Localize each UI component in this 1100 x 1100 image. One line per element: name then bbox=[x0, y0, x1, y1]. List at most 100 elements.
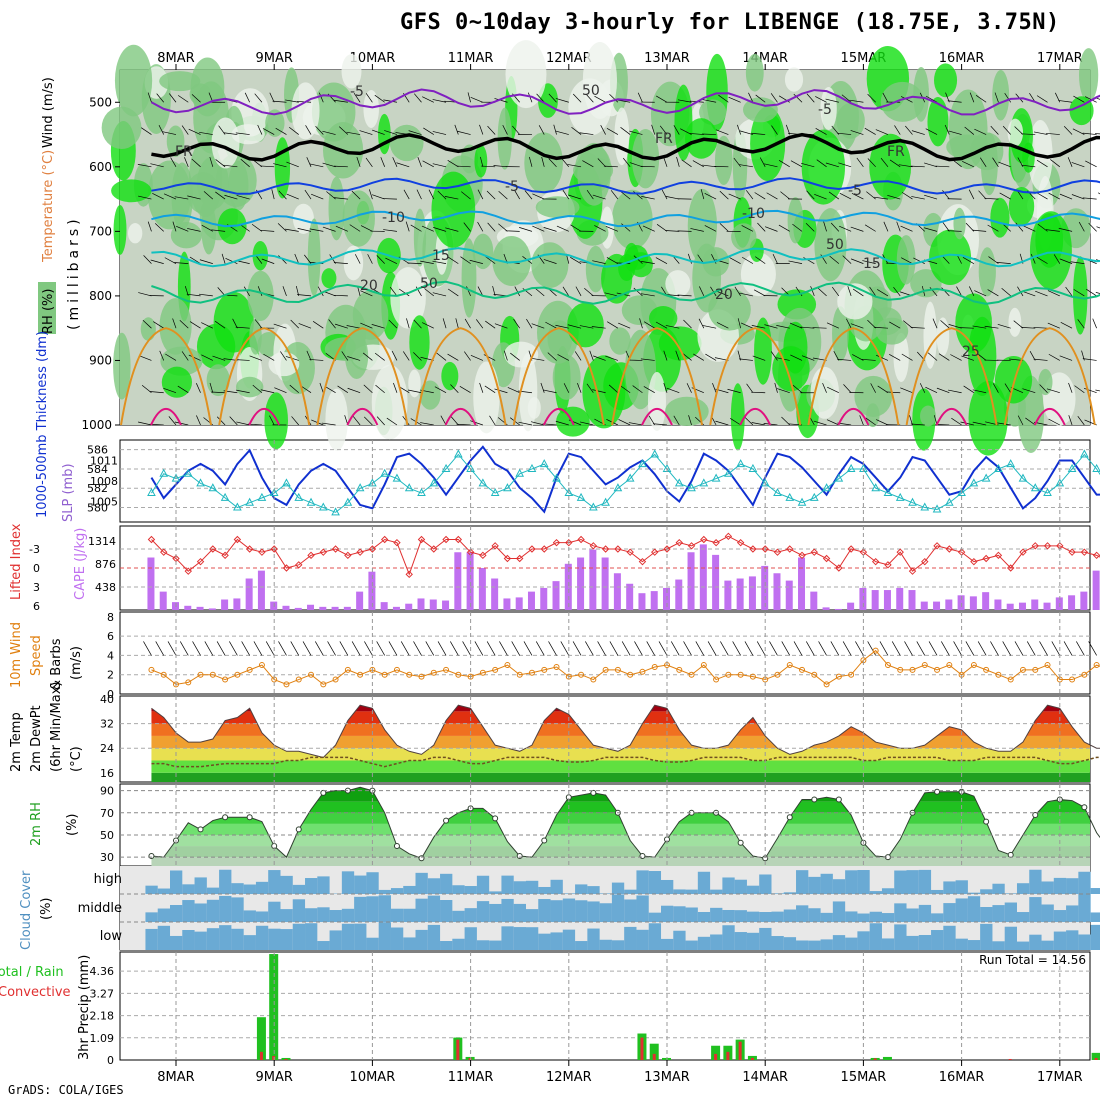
lifted-index-point bbox=[491, 542, 499, 550]
cloud-cover-bar bbox=[501, 875, 514, 894]
wind-barb bbox=[699, 286, 705, 297]
cloud-cover-bar bbox=[918, 869, 932, 894]
wind-barb bbox=[365, 93, 373, 103]
wind-barb bbox=[579, 325, 594, 329]
rh-point bbox=[590, 789, 597, 796]
lifted-index-point bbox=[1006, 564, 1015, 572]
wind-barb bbox=[916, 641, 926, 656]
wind-barb bbox=[653, 423, 668, 426]
rh-blob bbox=[307, 218, 321, 297]
wind-barb bbox=[823, 221, 827, 232]
wind-barb bbox=[262, 128, 275, 135]
wind-barb bbox=[363, 416, 373, 426]
wind-barb bbox=[420, 260, 434, 264]
wind-speed-point bbox=[406, 671, 413, 678]
wind-barb bbox=[334, 323, 348, 329]
wind-barb bbox=[728, 193, 741, 200]
thickness-point bbox=[269, 488, 279, 497]
cloud-cover-bar bbox=[624, 899, 637, 922]
wind-barb bbox=[1068, 415, 1073, 426]
precip-convective-bar bbox=[1008, 1058, 1012, 1060]
wind-barb bbox=[505, 230, 520, 232]
cape-bar bbox=[417, 598, 425, 610]
wind-barb bbox=[535, 641, 545, 656]
wind-barb bbox=[606, 128, 619, 135]
wind-barb bbox=[260, 389, 275, 394]
wind-barb bbox=[882, 92, 889, 103]
wind-barb bbox=[1096, 226, 1100, 229]
wind-barb bbox=[891, 641, 901, 656]
rh-blob bbox=[742, 97, 778, 123]
thickness-point bbox=[404, 483, 414, 492]
wind-barb bbox=[432, 131, 447, 135]
rh-blob bbox=[730, 383, 745, 451]
wind-barb bbox=[199, 131, 213, 135]
wind-barb bbox=[176, 225, 189, 232]
wind-barb bbox=[455, 318, 459, 329]
wind-barb bbox=[420, 422, 434, 426]
cloud-cover-bar bbox=[157, 925, 171, 950]
rh-blob bbox=[708, 288, 751, 331]
wind-barb bbox=[810, 286, 815, 297]
x-tick-label-top: 9MAR bbox=[255, 51, 292, 66]
y-tick-label-left: -3 bbox=[29, 543, 40, 556]
wind-barb bbox=[936, 387, 950, 394]
wind-speed-point bbox=[516, 671, 523, 678]
cape-bar bbox=[405, 603, 413, 610]
cape-bar bbox=[527, 591, 535, 610]
cloud-cover-bar bbox=[440, 873, 453, 894]
wind-barb bbox=[875, 354, 889, 361]
cape-bar bbox=[748, 576, 756, 610]
wind-barb bbox=[739, 130, 754, 135]
wind-barb bbox=[988, 256, 999, 264]
wind-barb bbox=[603, 165, 618, 168]
wind-barb bbox=[269, 92, 275, 103]
wind-barb bbox=[235, 132, 250, 135]
precip-total-bar bbox=[882, 1056, 892, 1060]
wind-speed-point bbox=[1044, 662, 1051, 669]
cloud-cover-bar bbox=[1078, 871, 1091, 894]
wind-barb bbox=[593, 355, 606, 361]
thickness-point bbox=[196, 478, 205, 487]
thickness-point bbox=[318, 502, 328, 511]
thickness-point bbox=[294, 492, 304, 501]
wind-barb bbox=[211, 391, 226, 394]
chart-title: GFS 0~10day 3-hourly for LIBENGE (18.75E… bbox=[400, 10, 1060, 35]
wind-barb bbox=[499, 641, 508, 656]
wind-barb bbox=[1058, 227, 1073, 232]
wind-barb bbox=[189, 256, 201, 264]
wind-barb bbox=[663, 382, 668, 393]
wind-barb bbox=[739, 164, 753, 168]
wind-barb bbox=[192, 641, 201, 656]
cloud-cover-bar bbox=[206, 887, 220, 894]
x-tick-label-bottom: 12MAR bbox=[546, 1070, 592, 1085]
cloud-cover-bar bbox=[845, 911, 858, 922]
cloud-cover-bar bbox=[341, 908, 355, 922]
wind-speed-point bbox=[934, 666, 941, 673]
wind-barb bbox=[168, 416, 177, 426]
wind-barb bbox=[477, 286, 484, 297]
rh-point bbox=[418, 855, 425, 862]
rh-band bbox=[151, 846, 1090, 858]
y-tick-label: 3.27 bbox=[90, 987, 115, 1000]
cape-bar bbox=[331, 606, 339, 610]
lifted-index-point bbox=[147, 535, 156, 544]
wind-barb bbox=[637, 92, 643, 103]
wind-barb bbox=[277, 223, 287, 232]
cloud-cover-bar bbox=[415, 872, 428, 894]
wind-speed-point bbox=[1007, 676, 1014, 683]
wind-speed-point bbox=[848, 671, 855, 678]
wind-barb bbox=[450, 416, 459, 426]
wind-barb bbox=[778, 160, 790, 168]
thickness-point bbox=[1067, 463, 1077, 472]
wind-barb bbox=[333, 197, 348, 200]
thickness-point bbox=[846, 463, 856, 472]
wind-barb bbox=[962, 257, 975, 264]
cape-bar bbox=[675, 579, 683, 610]
cloud-cover-bar bbox=[231, 897, 244, 922]
wind-barb bbox=[1059, 193, 1073, 200]
y-tick-label-right: 876 bbox=[95, 558, 116, 571]
wind-barb bbox=[752, 355, 766, 361]
cloud-cover-bar bbox=[746, 911, 760, 922]
cloud-cover-bar bbox=[980, 906, 993, 922]
